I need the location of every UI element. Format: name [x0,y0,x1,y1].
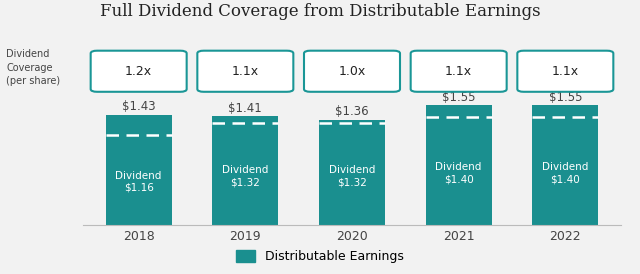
Text: 1.0x: 1.0x [339,65,365,78]
Text: $1.55: $1.55 [548,91,582,104]
Bar [532,105,598,225]
Text: $1.55: $1.55 [442,91,476,104]
Bar [319,120,385,225]
Bar [106,115,172,225]
Text: Dividend
$1.16: Dividend $1.16 [115,171,162,193]
Text: Dividend
Coverage
(per share): Dividend Coverage (per share) [6,49,61,86]
Text: 1.2x: 1.2x [125,65,152,78]
Text: $1.43: $1.43 [122,100,156,113]
Bar [212,116,278,225]
Text: 1.1x: 1.1x [445,65,472,78]
Text: Dividend
$1.40: Dividend $1.40 [542,162,589,184]
Text: 1.1x: 1.1x [232,65,259,78]
Bar [426,105,492,225]
Text: $1.41: $1.41 [228,102,262,115]
Text: Dividend
$1.40: Dividend $1.40 [435,162,482,184]
Legend: Distributable Earnings: Distributable Earnings [231,244,409,268]
Text: $1.36: $1.36 [335,105,369,118]
Text: 1.1x: 1.1x [552,65,579,78]
Text: Full Dividend Coverage from Distributable Earnings: Full Dividend Coverage from Distributabl… [100,3,540,20]
Text: Dividend
$1.32: Dividend $1.32 [329,165,375,187]
Text: Dividend
$1.32: Dividend $1.32 [222,165,269,187]
